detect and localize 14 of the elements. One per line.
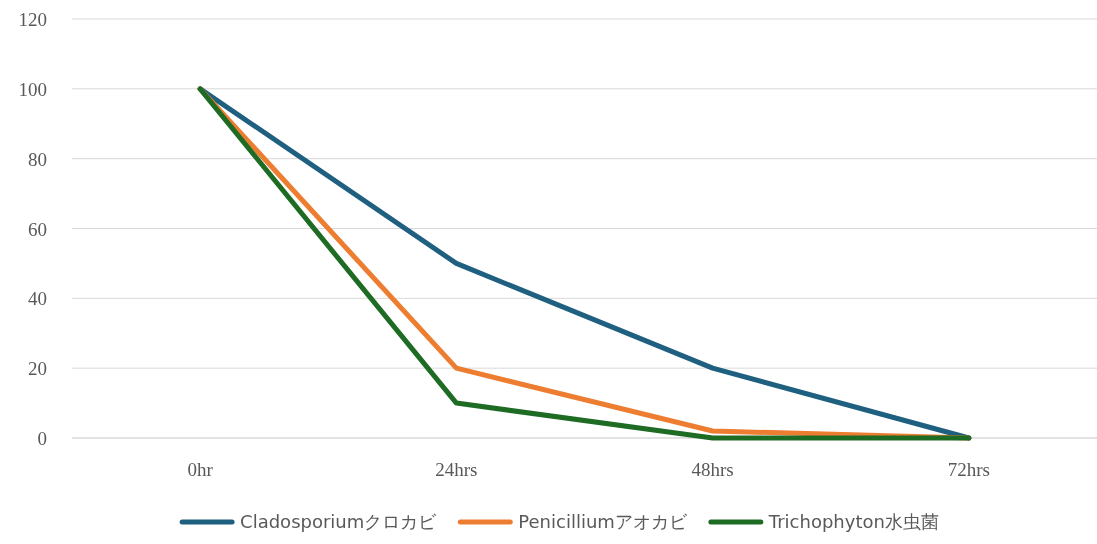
y-tick-label: 40 (28, 288, 47, 310)
legend-label: Cladosporiumクロカビ (240, 511, 438, 532)
legend-label: Penicilliumアオカビ (518, 511, 688, 532)
x-tick-label: 72hrs (947, 459, 990, 480)
y-tick-label: 0 (37, 428, 47, 449)
x-tick-label: 24hrs (435, 459, 478, 480)
y-tick-label: 80 (28, 148, 47, 170)
y-tick-label: 60 (28, 218, 47, 240)
y-tick-label: 100 (18, 78, 47, 100)
legend-label: Trichophyton水虫菌 (767, 511, 939, 532)
x-tick-label: 0hr (187, 459, 214, 480)
y-tick-label: 20 (28, 358, 47, 380)
x-tick-label: 48hrs (691, 459, 734, 480)
y-tick-label: 120 (18, 9, 47, 30)
